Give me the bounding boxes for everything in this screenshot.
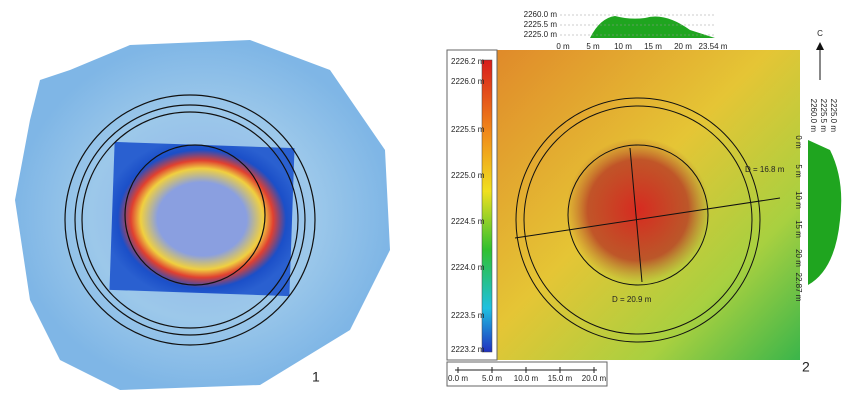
right-profile xyxy=(808,140,842,285)
scalebar-label: 15.0 m xyxy=(548,374,573,383)
profile-y-label: 2225.5 m xyxy=(524,20,558,29)
colorbar-label: 2223.2 m xyxy=(451,345,485,354)
profile-x-label: 0 m xyxy=(794,135,803,149)
scalebar-label: 10.0 m xyxy=(514,374,539,383)
rings xyxy=(514,97,781,343)
diameter-label: D = 16.8 m xyxy=(745,165,785,174)
colorbar-label: 2225.5 m xyxy=(451,125,485,134)
mound xyxy=(566,138,710,282)
panel-label: 2 xyxy=(802,359,810,375)
colorbar-label: 2225.0 m xyxy=(451,171,485,180)
profile-y-label: 2260.0 m xyxy=(809,99,818,133)
profile-x-label: 0 m xyxy=(556,42,570,51)
colorbar xyxy=(481,59,493,353)
profile-x-label: 22.87 m xyxy=(794,273,803,302)
profile-x-label: 23.54 m xyxy=(699,42,728,51)
profile-y-label: 2225.5 m xyxy=(819,99,828,133)
scalebar-frame xyxy=(446,361,608,387)
profile-x-label: 5 m xyxy=(586,42,600,51)
profile-y-label: 2225.0 m xyxy=(524,30,558,39)
rings xyxy=(64,94,316,346)
profile-x-label: 20 m xyxy=(674,42,692,51)
scalebar-label: 0.0 m xyxy=(448,374,468,383)
profile-y-label: 2225.0 m xyxy=(829,99,838,133)
profile-x-label: 10 m xyxy=(794,191,803,209)
scalebar-label: 20.0 m xyxy=(582,374,607,383)
north-arrowhead xyxy=(816,42,824,50)
colorbar-label: 2226.2 m xyxy=(451,57,485,66)
diameter-label: D = 20.9 m xyxy=(612,295,652,304)
colorbar-label: 2223.5 m xyxy=(451,311,485,320)
scalebar-label: 5.0 m xyxy=(482,374,502,383)
profile-x-label: 10 m xyxy=(614,42,632,51)
profile-x-label: 15 m xyxy=(644,42,662,51)
colorbar-label: 2224.5 m xyxy=(451,217,485,226)
profile-x-label: 15 m xyxy=(794,220,803,238)
profile-x-label: 5 m xyxy=(794,164,803,178)
inner-survey xyxy=(109,141,295,297)
profile-y-label: 2260.0 m xyxy=(524,10,558,19)
profile-x-label: 20 m xyxy=(794,249,803,267)
colorbar-label: 2226.0 m xyxy=(451,77,485,86)
panel-label: 1 xyxy=(312,369,320,385)
colorbar-label: 2224.0 m xyxy=(451,263,485,272)
top-profile xyxy=(560,16,715,38)
north-label: С xyxy=(817,29,823,38)
panel-1: 1 xyxy=(15,40,390,390)
